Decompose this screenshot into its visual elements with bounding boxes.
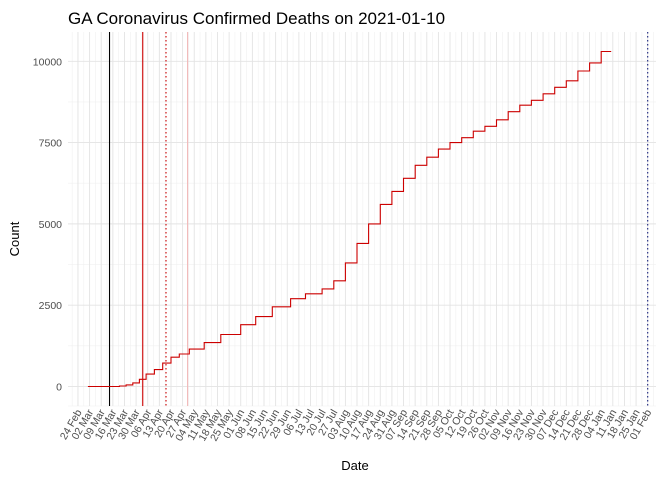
grid	[68, 32, 656, 407]
y-tick-label: 0	[56, 381, 62, 393]
y-tick-label: 7500	[39, 138, 63, 150]
y-axis-title: Count	[7, 221, 22, 256]
y-tick-label: 5000	[39, 219, 63, 231]
reference-lines	[108, 32, 649, 406]
chart-title: GA Coronavirus Confirmed Deaths on 2021-…	[68, 9, 445, 28]
y-tick-label: 10000	[33, 56, 62, 68]
series-line	[87, 50, 612, 388]
y-tick-label: 2500	[39, 300, 63, 312]
y-axis-ticks: 0 2500 5000 7500 10000	[33, 56, 62, 393]
series-layer	[87, 50, 612, 388]
x-axis-title: Date	[341, 458, 368, 473]
